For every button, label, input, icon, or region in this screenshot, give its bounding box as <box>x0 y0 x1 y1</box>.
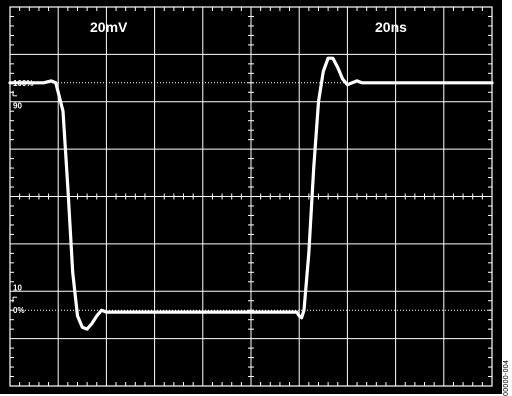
level-label: 0% <box>13 306 25 315</box>
level-label: 10 <box>13 283 22 292</box>
figure-id: 00000-004 <box>503 359 510 396</box>
waveform-trace <box>8 56 494 331</box>
graticule <box>9 6 493 387</box>
vertical-scale-label: 20mV <box>90 19 128 35</box>
reference-lines <box>10 82 492 311</box>
horizontal-scale-label: 20ns <box>375 19 407 35</box>
level-label: 90 <box>13 102 22 111</box>
